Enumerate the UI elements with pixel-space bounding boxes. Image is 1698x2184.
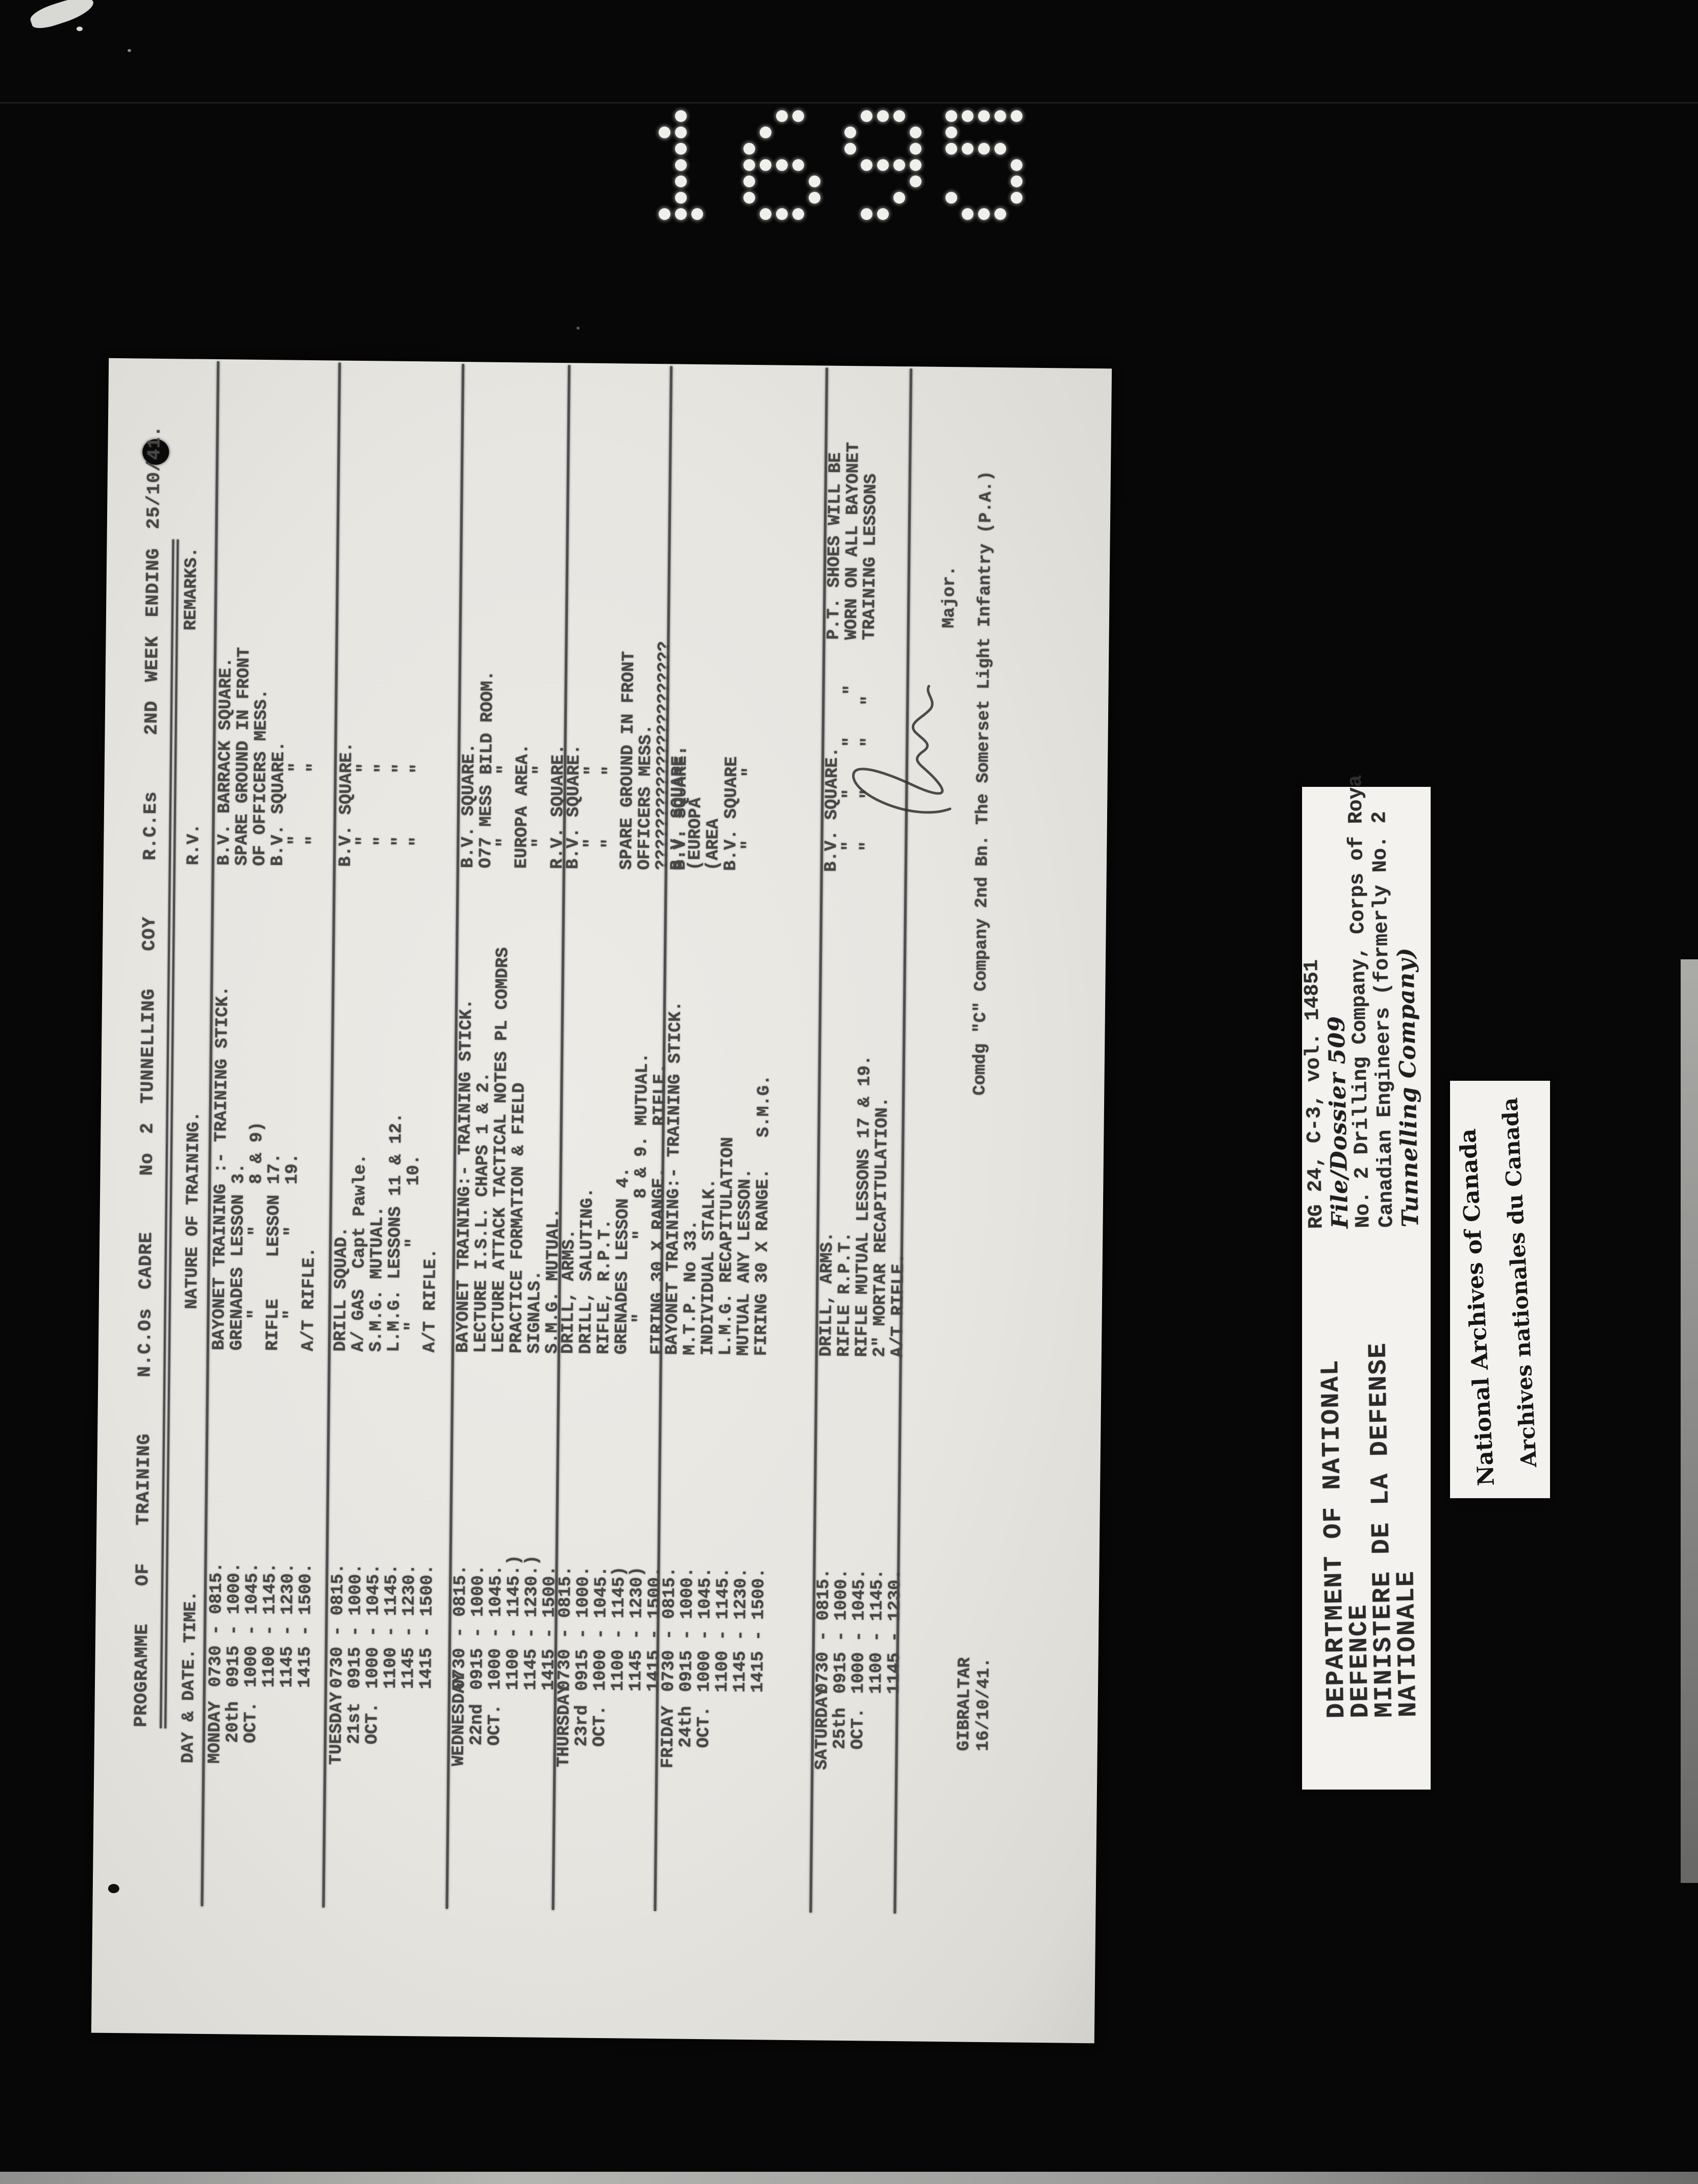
stamp-digit: [640, 108, 722, 222]
stamp-digit: [943, 108, 1025, 222]
archives-banner-strip: National Archives of Canada Archives nat…: [1450, 1081, 1550, 1498]
column-header-remarks: REMARKS.: [181, 547, 202, 631]
table-rules: [91, 358, 913, 2033]
reference-label: RG 24, C-3, vol. 14851 File/Dossier 509 No…: [1297, 768, 1424, 1229]
page-title: PROGRAMME OF TRAINING N.C.Os CADRE No 2 …: [131, 425, 165, 1727]
film-speck: [28, 0, 97, 32]
column-header-rv: R.V.: [184, 823, 204, 865]
row-2-nature: DRILL SQUAD. A/ GAS Capt Pawle. S.M.G. M…: [331, 1112, 441, 1353]
frame-number-stamp: [640, 108, 1025, 222]
row-4-time: 0730 - 0815. 0915 - 1000. 1000 - 1045. 1…: [555, 1566, 665, 1692]
row-5-time: 0730 - 0815. 0915 - 1000. 1000 - 1045. 1…: [659, 1567, 769, 1693]
row-1-time: 0730 - 0815. 0915 - 1000. 1000 - 1045. 1…: [206, 1562, 316, 1689]
film-scratch-line: [0, 102, 1698, 104]
archives-banner-content: National Archives of Canada Archives nat…: [1439, 1078, 1561, 1500]
column-header-day-date: DAY & DATE.: [179, 1648, 199, 1764]
document-paper: PROGRAMME OF TRAINING N.C.Os CADRE No 2 …: [91, 358, 1112, 2044]
archives-title-en: National Archives of Canada: [1455, 1128, 1500, 1487]
row-4-nature: DRILL, ARMS. DRILL, SALUTING. RIFLE, R.P…: [558, 1052, 670, 1355]
column-header-time: TIME.: [181, 1591, 201, 1643]
footer-date: 16/10/41.: [973, 1657, 994, 1752]
document-content: PROGRAMME OF TRAINING N.C.Os CADRE No 2 …: [91, 358, 1112, 2043]
row-1-day: MONDAY 20th OCT.: [205, 1701, 261, 1765]
scanner-bed-edge: [0, 2172, 1698, 2184]
footer-command-line: Comdg "C" Company 2nd Bn. The Somerset L…: [970, 470, 997, 1096]
handwritten-signature: [852, 685, 952, 814]
row-6-nature: DRILL, ARMS. RIFLE R.P.T. RIFLE MUTUAL L…: [816, 1055, 909, 1358]
footer-place: GIBRALTAR: [954, 1657, 975, 1751]
row-2-rv: B.V. SQUARE. " " " " " " " ": [336, 741, 428, 868]
row-5-day: FRIDAY 24th OCT.: [658, 1705, 714, 1769]
row-3-nature: BAYONET TRAINING:- TRAINING STICK. LECTU…: [453, 947, 564, 1354]
column-header-nature: NATURE OF TRAINING.: [182, 1111, 204, 1309]
film-speck: [577, 327, 580, 330]
row-6-day: SATURDAY 25th OCT.: [812, 1686, 868, 1771]
row-4-day: THURSDAY 23rd OCT.: [554, 1683, 610, 1768]
stamp-digit: [741, 108, 823, 222]
stamp-digit: [842, 108, 924, 222]
department-label: DEPARTMENT OF NATIONAL DEFENCE MINISTERE…: [1316, 1342, 1424, 1719]
row-5-nature: BAYONET TRAINING:- TRAINING STICK. M.T.P…: [662, 1001, 775, 1356]
row-1-rv: B.V. BARRACK SQUARE. SPARE GROUND IN FRO…: [214, 647, 324, 867]
row-3-time: 0730 - 0815. 0915 - 1000. 1000 - 1045. 1…: [450, 1554, 560, 1691]
row-3-rv: B.V. SQUARE. O77 MESS BILD ROOM. " " EUR…: [458, 670, 569, 870]
row-2-day: TUESDAY 21st OCT.: [327, 1692, 383, 1766]
row-5-rv: B.V. SQUARE. (EUROPA (AREA B.V. SQUARE "…: [667, 745, 760, 872]
archive-label-strip: DEPARTMENT OF NATIONAL DEFENCE MINISTERE…: [1301, 775, 1431, 1790]
row-1-nature: BAYONET TRAINING :- TRAINING STICK. GREN…: [209, 985, 320, 1352]
row-2-time: 0730 - 0815. 0915 - 1000. 1000 - 1045. 1…: [327, 1563, 438, 1690]
schedule-table: MONDAY 20th OCT. 0730 - 0815. 0915 - 1000…: [91, 358, 909, 2033]
film-speck: [128, 49, 131, 52]
archives-title-fr: Archives nationales du Canada: [1497, 1097, 1542, 1468]
archive-label-content: DEPARTMENT OF NATIONAL DEFENCE MINISTERE…: [1293, 775, 1439, 1790]
row-6-time: 0730 - 0815. 0915 - 1000. 1000 - 1045. 1…: [813, 1568, 906, 1695]
film-speck: [77, 27, 83, 31]
adjacent-page-edge: [1681, 959, 1698, 1883]
